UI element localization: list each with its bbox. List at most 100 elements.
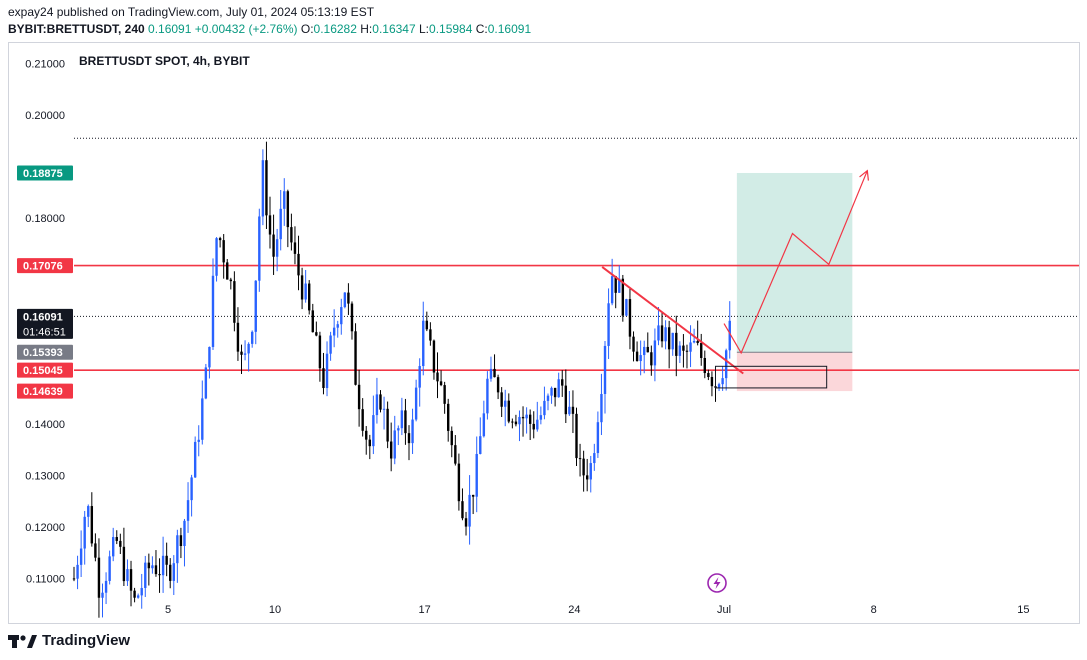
candle-body — [336, 324, 339, 328]
candle-body — [76, 564, 79, 579]
tradingview-logo[interactable]: TradingView — [8, 632, 130, 649]
candle-body — [486, 378, 489, 414]
candle-body — [311, 310, 314, 333]
x-tick-label: 5 — [165, 604, 171, 616]
candle-body — [290, 227, 293, 243]
target-zone[interactable] — [736, 172, 853, 353]
trendline[interactable] — [601, 266, 744, 375]
candle-body — [347, 292, 350, 304]
candle-body — [308, 283, 311, 311]
candle-body — [375, 394, 379, 416]
y-tick-label: 0.11000 — [26, 573, 65, 585]
candle-body — [479, 436, 482, 454]
price-badge[interactable]: 0.14639 — [17, 383, 73, 399]
candle-body — [447, 403, 450, 431]
candle-body — [83, 516, 86, 549]
chart-canvas[interactable]: 0.21000 0.20000 0.18000 0.14000 0.13000 0.120… — [9, 43, 1079, 623]
footer-brand: TradingView — [42, 632, 131, 649]
candle-body — [179, 535, 183, 547]
candle-body — [671, 332, 674, 350]
candle-body — [379, 394, 382, 410]
symbol-ohlc-line: BYBIT:BRETTUSDT, 240 0.16091 +0.00432 (+… — [8, 22, 532, 36]
candle-body — [140, 587, 143, 596]
candle-body — [87, 506, 90, 517]
candle-body — [543, 400, 546, 416]
candle-body — [133, 590, 136, 598]
candle-body — [553, 387, 557, 398]
candle-body — [700, 343, 703, 358]
candle-body — [511, 421, 514, 423]
candle-body — [585, 475, 589, 480]
candle-body — [521, 416, 525, 419]
tradingview-logo-icon — [8, 634, 37, 648]
chart-pane[interactable]: 0.21000 0.20000 0.18000 0.14000 0.13000 0.120… — [8, 42, 1080, 624]
candle-body — [268, 215, 272, 235]
price-badge[interactable]: 0.15393 — [17, 344, 73, 360]
candle-body — [621, 278, 625, 316]
stop-zone[interactable] — [736, 352, 853, 392]
candle-body — [286, 191, 290, 228]
projection-path[interactable] — [723, 170, 868, 355]
candle-body — [536, 419, 539, 430]
candle-body — [514, 421, 518, 425]
candle-body — [582, 458, 585, 476]
candle-body — [144, 562, 147, 588]
candle-body — [618, 278, 621, 293]
price-badge[interactable]: 0.16091 01:46:51 — [17, 308, 73, 339]
lightning-icon[interactable] — [707, 573, 727, 593]
price-badge[interactable]: 0.17076 — [17, 258, 73, 274]
candle-body — [297, 253, 300, 276]
candle-body — [646, 346, 649, 353]
x-tick-label: 8 — [871, 604, 877, 616]
x-tick-label: 17 — [419, 604, 431, 616]
candle-body — [496, 377, 500, 393]
projection-arrowhead — [859, 169, 870, 181]
price-change: +0.00432 (+2.76%) — [194, 22, 298, 36]
candle-body — [546, 395, 550, 401]
candle-body — [500, 392, 503, 407]
candle-body — [457, 463, 461, 502]
price-badge-text: 0.17076 — [23, 261, 63, 273]
candle-body — [126, 569, 129, 582]
price-badge-bg — [17, 362, 73, 378]
candle-body — [275, 239, 279, 257]
candle-body — [696, 340, 699, 344]
price-badge-bg — [17, 308, 73, 339]
candle-body — [279, 208, 282, 240]
price-badge[interactable]: 0.18875 — [17, 165, 73, 181]
price-badge-text: 0.15045 — [23, 365, 63, 377]
candle-body — [204, 367, 208, 399]
candle-body — [710, 377, 714, 387]
price-badge[interactable]: 0.15045 — [17, 362, 73, 378]
candle-body — [136, 595, 140, 598]
candle-body — [525, 414, 528, 419]
candle-body — [603, 345, 607, 394]
rectangle-drawing[interactable] — [714, 365, 828, 389]
price-badge-text: 0.18875 — [23, 168, 63, 180]
candle-body — [639, 355, 642, 362]
candle-body — [643, 346, 646, 356]
price-badge-text: 0.15393 — [23, 347, 63, 359]
high-value: 0.16347 — [372, 22, 416, 36]
low-value: 0.15984 — [429, 22, 473, 36]
price-badge-bg — [17, 258, 73, 274]
candle-body — [389, 441, 393, 459]
candle-body — [635, 351, 639, 362]
candle-body — [657, 325, 660, 341]
last-price: 0.16091 — [148, 22, 192, 36]
price-badge-bg — [17, 344, 73, 360]
y-tick-label: 0.21000 — [25, 59, 65, 71]
candle-body — [475, 453, 478, 497]
candle-body — [493, 368, 496, 378]
candle-body — [461, 501, 464, 519]
candle-body — [368, 439, 371, 447]
candle-body — [226, 262, 229, 280]
candle-body — [418, 366, 421, 388]
candle-body — [186, 500, 190, 521]
symbol-label[interactable]: BYBIT:BRETTUSDT, 240 — [8, 22, 145, 36]
candle-body — [528, 414, 532, 424]
candle-body — [397, 428, 400, 431]
candle-body — [229, 279, 233, 282]
candle-body — [322, 368, 325, 389]
y-tick-label: 0.13000 — [25, 470, 65, 482]
